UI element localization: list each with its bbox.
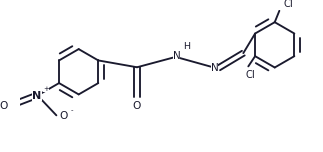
Text: -: - xyxy=(70,108,73,114)
Text: O: O xyxy=(59,111,68,121)
Text: H: H xyxy=(183,41,191,51)
Text: Cl: Cl xyxy=(245,70,255,80)
Text: N: N xyxy=(211,63,218,73)
Text: O: O xyxy=(133,101,141,111)
Text: N: N xyxy=(173,52,181,61)
Text: O: O xyxy=(0,101,7,111)
Text: N: N xyxy=(32,91,42,101)
Text: +: + xyxy=(43,86,49,92)
Text: Cl: Cl xyxy=(284,0,294,9)
